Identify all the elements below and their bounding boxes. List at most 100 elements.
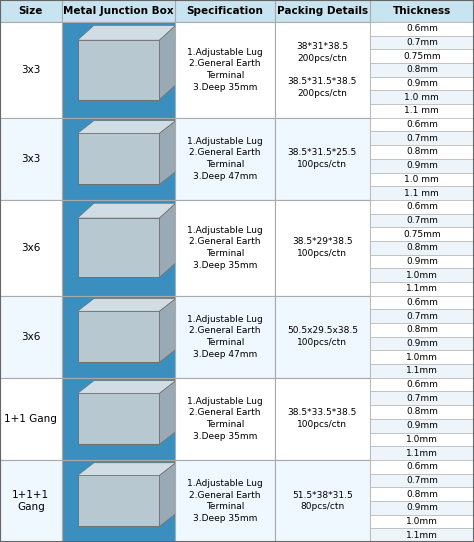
Bar <box>175 378 275 460</box>
Text: 51.5*38*31.5
80pcs/ctn: 51.5*38*31.5 80pcs/ctn <box>292 491 353 511</box>
Bar <box>370 351 474 364</box>
Bar <box>370 364 474 378</box>
Text: 1.Adjustable Lug
2.General Earth
Terminal
3.Deep 35mm: 1.Adjustable Lug 2.General Earth Termina… <box>187 48 263 92</box>
Bar <box>370 296 474 309</box>
Polygon shape <box>159 203 176 278</box>
Bar <box>370 241 474 255</box>
Bar <box>370 227 474 241</box>
Bar <box>275 296 370 378</box>
Polygon shape <box>78 121 176 133</box>
Text: 0.8mm: 0.8mm <box>406 489 438 499</box>
Bar <box>370 255 474 268</box>
Text: 1.1 mm: 1.1 mm <box>404 189 439 197</box>
Text: 38*31*38.5
200pcs/ctn

38.5*31.5*38.5
200pcs/ctn: 38*31*38.5 200pcs/ctn 38.5*31.5*38.5 200… <box>288 42 357 98</box>
Text: 0.7mm: 0.7mm <box>406 134 438 143</box>
Text: 0.9mm: 0.9mm <box>406 421 438 430</box>
Bar <box>370 145 474 159</box>
Text: Thickness: Thickness <box>393 6 451 16</box>
Text: 0.75mm: 0.75mm <box>403 230 441 238</box>
Polygon shape <box>159 380 176 444</box>
Text: 50.5x29.5x38.5
100pcs/ctn: 50.5x29.5x38.5 100pcs/ctn <box>287 326 358 347</box>
Bar <box>370 200 474 214</box>
Text: 1.0mm: 1.0mm <box>406 517 438 526</box>
Text: 0.8mm: 0.8mm <box>406 243 438 252</box>
Text: 0.8mm: 0.8mm <box>406 408 438 416</box>
Text: 0.6mm: 0.6mm <box>406 120 438 129</box>
Bar <box>370 159 474 172</box>
Text: 0.9mm: 0.9mm <box>406 257 438 266</box>
Text: 0.75mm: 0.75mm <box>403 51 441 61</box>
Bar <box>62 118 175 200</box>
Bar <box>275 118 370 200</box>
Text: 0.7mm: 0.7mm <box>406 216 438 225</box>
Text: 1.1mm: 1.1mm <box>406 366 438 376</box>
Bar <box>370 446 474 460</box>
Bar <box>175 460 275 542</box>
Text: 0.9mm: 0.9mm <box>406 79 438 88</box>
Bar <box>62 22 175 118</box>
Text: 1+1 Gang: 1+1 Gang <box>4 414 57 424</box>
Bar <box>370 433 474 446</box>
Text: 0.6mm: 0.6mm <box>406 462 438 471</box>
Polygon shape <box>159 121 176 184</box>
Bar <box>370 309 474 323</box>
Text: Specification: Specification <box>187 6 264 16</box>
Bar <box>175 118 275 200</box>
Bar <box>62 0 175 22</box>
Bar <box>0 296 62 378</box>
Text: 1.0 mm: 1.0 mm <box>404 93 439 102</box>
Bar <box>275 22 370 118</box>
Text: 1.Adjustable Lug
2.General Earth
Terminal
3.Deep 35mm: 1.Adjustable Lug 2.General Earth Termina… <box>187 397 263 441</box>
Text: 3x3: 3x3 <box>21 65 40 75</box>
Bar <box>175 296 275 378</box>
Bar <box>62 296 175 378</box>
Bar <box>78 475 159 526</box>
Bar <box>370 405 474 419</box>
Polygon shape <box>78 299 176 311</box>
Bar <box>78 133 159 184</box>
Bar <box>370 22 474 36</box>
Bar <box>78 40 159 100</box>
Text: 1.1mm: 1.1mm <box>406 449 438 457</box>
Text: 38.5*33.5*38.5
100pcs/ctn: 38.5*33.5*38.5 100pcs/ctn <box>288 409 357 429</box>
Text: 1.Adjustable Lug
2.General Earth
Terminal
3.Deep 47mm: 1.Adjustable Lug 2.General Earth Termina… <box>187 137 263 181</box>
Bar <box>0 378 62 460</box>
Bar <box>370 323 474 337</box>
Bar <box>370 0 474 22</box>
Polygon shape <box>159 463 176 526</box>
Bar <box>175 200 275 296</box>
Text: 0.9mm: 0.9mm <box>406 504 438 512</box>
Bar <box>370 91 474 104</box>
Bar <box>275 0 370 22</box>
Text: 0.7mm: 0.7mm <box>406 394 438 403</box>
Text: 1.Adjustable Lug
2.General Earth
Terminal
3.Deep 47mm: 1.Adjustable Lug 2.General Earth Termina… <box>187 314 263 359</box>
Text: 0.9mm: 0.9mm <box>406 339 438 348</box>
Bar <box>0 0 62 22</box>
Bar <box>370 49 474 63</box>
Polygon shape <box>78 380 176 393</box>
Text: 0.7mm: 0.7mm <box>406 312 438 321</box>
Bar <box>275 200 370 296</box>
Bar <box>370 36 474 49</box>
Text: 0.8mm: 0.8mm <box>406 147 438 157</box>
Bar <box>78 393 159 444</box>
Text: 3x6: 3x6 <box>21 332 40 342</box>
Text: 0.6mm: 0.6mm <box>406 380 438 389</box>
Bar <box>370 391 474 405</box>
Text: 1.0mm: 1.0mm <box>406 353 438 362</box>
Bar <box>78 218 159 278</box>
Bar <box>370 487 474 501</box>
Bar <box>370 282 474 296</box>
Bar <box>370 118 474 132</box>
Text: 1.0 mm: 1.0 mm <box>404 175 439 184</box>
Polygon shape <box>159 25 176 100</box>
Bar <box>370 460 474 474</box>
Text: 0.8mm: 0.8mm <box>406 66 438 74</box>
Bar <box>0 460 62 542</box>
Text: 1.Adjustable Lug
2.General Earth
Terminal
3.Deep 35mm: 1.Adjustable Lug 2.General Earth Termina… <box>187 479 263 523</box>
Bar <box>275 378 370 460</box>
Text: 1.0mm: 1.0mm <box>406 435 438 444</box>
Bar <box>370 337 474 351</box>
Text: 0.6mm: 0.6mm <box>406 24 438 34</box>
Bar <box>370 186 474 200</box>
